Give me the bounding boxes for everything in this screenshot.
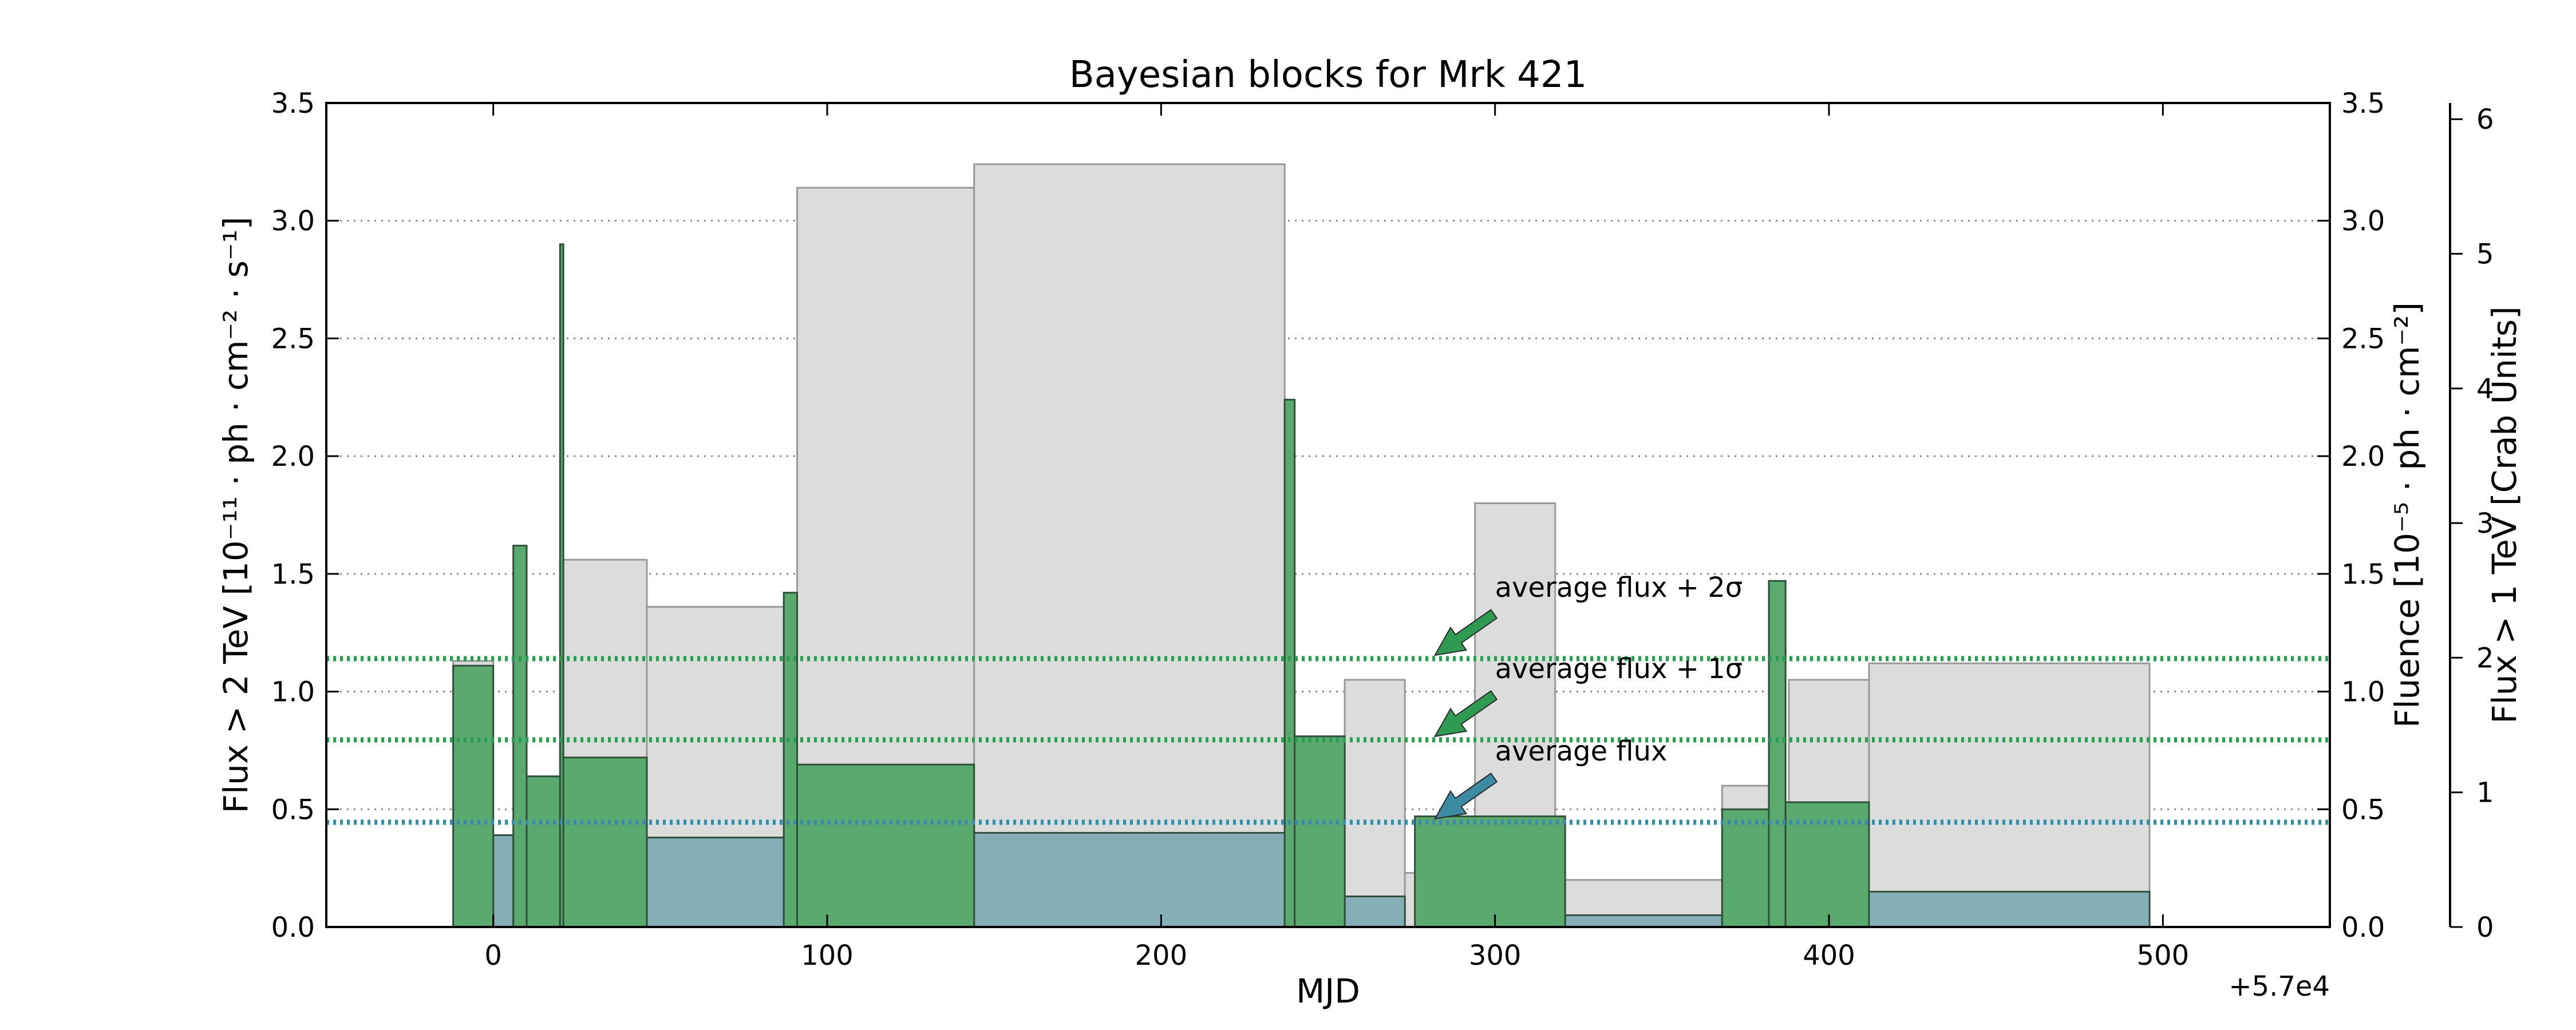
fluence-block [973, 163, 1286, 928]
flux_quiet-block [1554, 914, 1723, 928]
x-offset-label: +5.7e4 [2229, 970, 2330, 1003]
flux_quiet-block [1344, 896, 1406, 928]
x-tick-label: 300 [1469, 940, 1522, 972]
flux_flare-block [512, 544, 528, 928]
flux_flare-block [452, 664, 495, 928]
x-axis-label: MJD [1296, 972, 1360, 1011]
annotation-arrow [1433, 772, 1498, 820]
y-right-tick-label: 2.0 [2341, 441, 2385, 473]
y-far-tick-label: 6 [2476, 104, 2494, 136]
chart-title: Bayesian blocks for Mrk 421 [1069, 54, 1587, 96]
y-far-tick-label: 5 [2476, 239, 2494, 271]
flux_flare-block [1721, 808, 1770, 928]
plot-frame [325, 102, 2331, 928]
y-axis-left-label: Flux > 2 TeV [10⁻¹¹ · ph · cm⁻² · s⁻¹] [216, 217, 255, 814]
y-axis-right: 0.0 0.5 1.0 1.5 2.0 2.5 3.0 3.5 [2317, 88, 2385, 944]
annotations: average flux + 2σ average flux + 1σ averag… [1433, 572, 1743, 820]
y-right-tick-label: 0.0 [2341, 912, 2385, 944]
y-far-tick-label: 2 [2476, 642, 2494, 674]
y-tick-label: 2.0 [271, 441, 315, 473]
flux_quiet-block [492, 834, 515, 928]
flux_quiet-block [1868, 890, 2151, 928]
x-tick-label: 500 [2137, 940, 2190, 972]
annotation-label: average flux [1495, 735, 1668, 767]
fluence-block [1344, 679, 1406, 928]
y-far-tick-label: 1 [2476, 777, 2494, 809]
x-axis: 0 100 200 300 400 500 [484, 103, 2189, 972]
flux_flare-block [526, 775, 561, 928]
x-tick-label: 200 [1135, 940, 1188, 972]
y-axis-right-label: Fluence [10⁻⁵ · ph · cm⁻²] [2388, 302, 2427, 728]
annotation-label: average flux + 1σ [1495, 653, 1743, 685]
x-tick-label: 0 [484, 940, 502, 972]
flux_flare-block [796, 763, 975, 928]
y-far-tick-label: 3 [2476, 508, 2494, 540]
reference-lines [326, 656, 2330, 825]
y-tick-label: 1.0 [271, 676, 315, 708]
y-tick-label: 3.0 [271, 205, 315, 237]
flux_quiet-block [646, 837, 785, 928]
annotation-label: average flux + 2σ [1495, 572, 1743, 604]
y-far-tick-label: 4 [2476, 373, 2494, 405]
y-axis-left: 0.0 0.5 1.0 1.5 2.0 2.5 3.0 3.5 [271, 88, 339, 944]
y-far-tick-label: 0 [2476, 912, 2494, 944]
flux_flare-block [562, 756, 648, 928]
fluence-block [1868, 662, 2151, 928]
flux_flare-block [1283, 398, 1296, 928]
flux_flare-block [1294, 735, 1346, 928]
y-right-tick-label: 3.5 [2341, 88, 2385, 120]
y-tick-label: 0.5 [271, 794, 315, 826]
y-tick-label: 3.5 [271, 88, 315, 120]
y-tick-label: 0.0 [271, 912, 315, 944]
y-axis-far-right-label: Flux > 1 TeV [Crab Units] [2485, 306, 2524, 723]
flux_flare-block [783, 592, 798, 928]
y-tick-label: 1.5 [271, 558, 315, 591]
y-right-tick-label: 0.5 [2341, 794, 2385, 826]
y-axis-far-right: 0 1 2 3 4 5 6 [2449, 103, 2494, 944]
y-right-tick-label: 1.0 [2341, 676, 2385, 708]
flux_quiet-block [973, 831, 1286, 928]
y-right-tick-label: 2.5 [2341, 323, 2385, 355]
annotation-arrow [1433, 690, 1498, 738]
flux_flare-block [1414, 815, 1566, 928]
x-tick-label: 400 [1803, 940, 1855, 972]
y-right-tick-label: 3.0 [2341, 205, 2385, 237]
blocks [452, 163, 2151, 928]
y-tick-label: 2.5 [271, 323, 315, 355]
y-right-tick-label: 1.5 [2341, 558, 2385, 591]
flux_flare-block [1768, 580, 1787, 928]
x-tick-label: 100 [801, 940, 854, 972]
annotation-arrow [1433, 609, 1498, 656]
